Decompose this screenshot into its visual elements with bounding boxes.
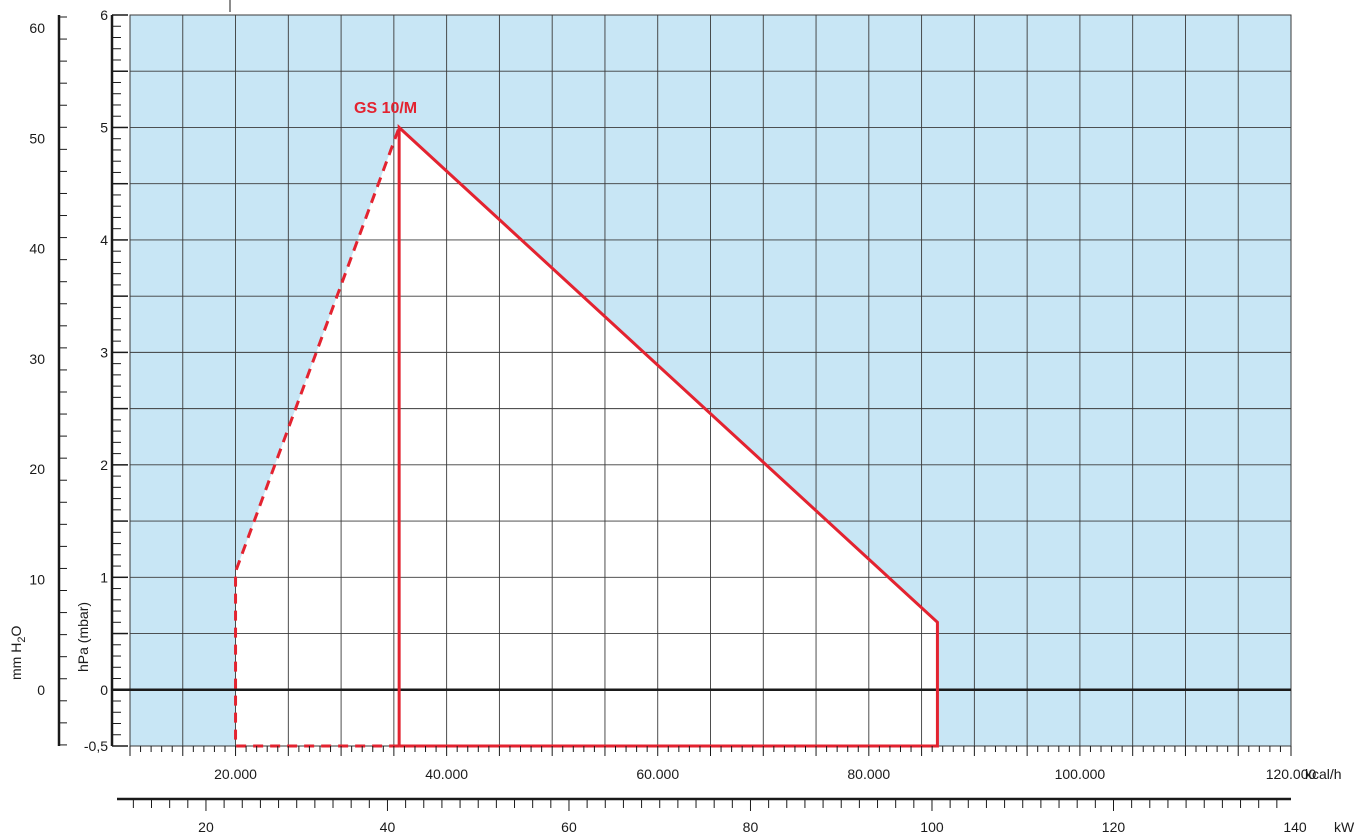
y-axis-mmh2o-tick-label: 20	[29, 461, 45, 477]
envelope-fill	[235, 127, 938, 746]
y-axis-hpa-tick-label: 1	[100, 569, 108, 585]
y-axis-mmh2o-tick-label: 40	[29, 241, 45, 257]
y-axis-hpa-title: hPa (mbar)	[75, 602, 91, 672]
series-layer	[234, 124, 939, 748]
model-label: GS 10/M	[354, 100, 417, 117]
y-axis-mmh2o-tick-label: 10	[29, 571, 45, 587]
x-axis-kw-tick-label: 100	[920, 819, 944, 835]
y-axis-mmh2o-tick-label: 30	[29, 351, 45, 367]
x-axis-kw-tick-label: 140	[1283, 819, 1307, 835]
series-boundary-solid	[397, 124, 939, 748]
y-axis-hpa-tick-label: 5	[100, 119, 108, 135]
x-axis-kw-tick-label: 20	[198, 819, 214, 835]
x-axis-kw-tick-label: 60	[561, 819, 577, 835]
x-axis-kw-title: kW	[1334, 819, 1355, 835]
y-axis-hpa-tick-label: 3	[100, 344, 108, 360]
x-axis-kcal-tick-label: 80.000	[847, 766, 890, 782]
y-axis-mmh2o-tick-label: 0	[37, 682, 45, 698]
y-axis-hpa-tick-label: -0,5	[84, 738, 108, 754]
y-axis-hpa-tick-label: 2	[100, 457, 108, 473]
x-axis-kcal-tick-label: 120.000	[1266, 766, 1317, 782]
x-axis-kcal-tick-label: 60.000	[636, 766, 679, 782]
y-axis-mmh2o-tick-label: 50	[29, 130, 45, 146]
y-axis-hpa-tick-label: 4	[100, 232, 108, 248]
x-axis-kcal-tick-label: 40.000	[425, 766, 468, 782]
y-axis-hpa-tick-label: 0	[100, 682, 108, 698]
y-axis-mmh2o-title: mm H2O	[8, 626, 28, 680]
x-axis-kcal-tick-label: 100.000	[1055, 766, 1106, 782]
x-axis-kw-tick-label: 120	[1102, 819, 1126, 835]
labels-layer: GS 10/M kcal/h kW hPa (mbar) mm H2O	[8, 100, 1355, 835]
x-axis-kw-tick-label: 40	[380, 819, 396, 835]
x-axis-kw-tick-label: 80	[743, 819, 759, 835]
grid-layer	[112, 14, 1292, 747]
y-axis-hpa-tick-label: 6	[100, 7, 108, 23]
x-axis-kcal-tick-label: 20.000	[214, 766, 257, 782]
y-axis-mmh2o-tick-label: 60	[29, 20, 45, 36]
x-axis-kcal-title: kcal/h	[1305, 766, 1342, 782]
